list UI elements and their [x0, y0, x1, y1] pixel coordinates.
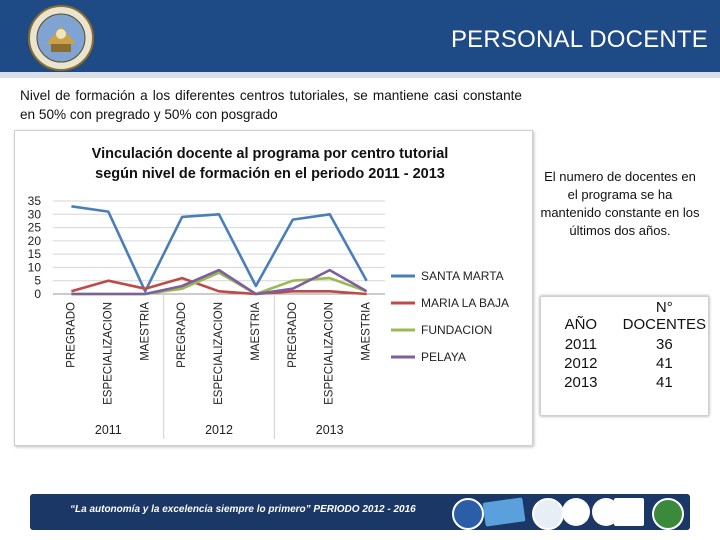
y-tick-label: 35	[28, 194, 42, 208]
header-divider	[0, 72, 720, 78]
y-tick-label: 25	[28, 221, 42, 235]
group-label: 2012	[205, 423, 233, 437]
series-line	[71, 276, 367, 296]
y-tick-label: 30	[28, 207, 42, 221]
year-cell: 2012	[564, 355, 598, 372]
table-header-row: AÑO N° DOCENTES	[541, 297, 708, 335]
intro-text: Nivel de formación a los diferentes cent…	[20, 88, 522, 122]
x-tick-label: ESPECIALIZACION	[213, 302, 225, 405]
accreditation-logo-icon	[614, 498, 644, 526]
x-tick-label: ESPECIALIZACION	[324, 302, 336, 405]
chart-canvas: Vinculación docente al programa por cent…	[28, 146, 509, 439]
certification-seal-icon	[562, 498, 590, 526]
note-text: El numero de docentes en el programa se …	[540, 169, 700, 238]
table-row: 2013 41	[541, 373, 708, 392]
legend-label: MARIA LA BAJA	[421, 296, 509, 310]
y-tick-label: 15	[28, 247, 42, 261]
table-row: 2011 36	[541, 335, 708, 354]
accreditation-seal-icon	[452, 498, 484, 530]
table-row: 2012 41	[541, 354, 708, 373]
count-header: N° DOCENTES	[622, 299, 706, 333]
group-label: 2013	[316, 423, 344, 437]
x-tick-label: PREGRADO	[287, 302, 299, 368]
count-cell: 41	[655, 374, 673, 391]
x-tick-label: MAESTRIA	[139, 302, 151, 361]
x-tick-label: MAESTRIA	[361, 302, 373, 361]
teachers-table: AÑO N° DOCENTES 2011 36 2012 41 2013 41	[540, 296, 709, 416]
x-tick-label: PREGRADO	[176, 302, 188, 368]
y-tick-label: 5	[34, 274, 41, 288]
y-tick-label: 10	[28, 260, 42, 274]
y-tick-label: 20	[28, 234, 42, 248]
legend-label: PELAYA	[421, 350, 466, 364]
university-logo	[28, 5, 94, 71]
map-seal-icon	[532, 498, 564, 530]
legend-label: SANTA MARTA	[421, 269, 504, 283]
footer-slogan: “La autonomía y la excelencia siempre lo…	[70, 504, 416, 515]
green-seal-icon	[652, 498, 684, 530]
chart-title-line-2: según nivel de formación en el periodo 2…	[95, 166, 445, 182]
page-title: PERSONAL DOCENTE	[450, 26, 708, 53]
series-line	[71, 205, 368, 293]
legend-label: FUNDACION	[421, 323, 492, 337]
line-chart: Vinculación docente al programa por cent…	[14, 130, 533, 446]
footer: “La autonomía y la excelencia siempre lo…	[0, 460, 720, 540]
year-cell: 2011	[564, 336, 597, 353]
x-tick-label: MAESTRIA	[250, 302, 262, 361]
x-tick-label: ESPECIALIZACION	[102, 302, 114, 405]
chart-title-line-1: Vinculación docente al programa por cent…	[92, 146, 449, 162]
year-header: AÑO	[564, 316, 598, 333]
count-cell: 36	[655, 336, 673, 353]
year-cell: 2013	[564, 374, 598, 391]
header-bar: PERSONAL DOCENTE	[0, 0, 720, 78]
y-tick-label: 0	[34, 287, 41, 301]
group-label: 2011	[95, 423, 122, 437]
x-tick-label: PREGRADO	[65, 302, 77, 368]
series-line	[71, 268, 368, 296]
count-cell: 41	[655, 355, 673, 372]
